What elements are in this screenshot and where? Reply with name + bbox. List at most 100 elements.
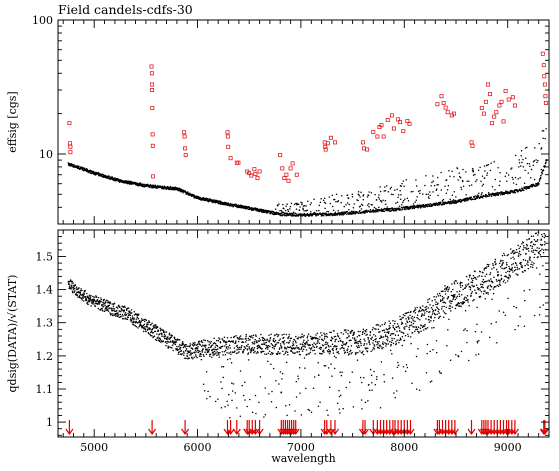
data-point [494,260,496,263]
data-point [235,335,237,337]
data-point [300,201,302,204]
data-point [403,185,405,188]
data-point [275,379,277,382]
data-point [263,342,265,344]
data-point [152,331,154,334]
data-point [111,314,114,317]
data-point [132,316,134,319]
data-point [404,312,406,315]
data-point [513,305,515,308]
data-point [281,378,283,380]
data-point [328,386,331,389]
data-point [94,305,97,308]
data-point [535,159,537,161]
data-point [467,298,469,301]
data-point [134,322,137,324]
data-point [357,344,360,347]
data-point [456,291,458,293]
data-point [451,170,453,173]
data-point [545,161,547,164]
data-point [277,205,279,207]
data-point [294,410,296,412]
data-point [313,376,316,378]
data-point [527,261,529,264]
data-point [401,335,404,338]
data-point [339,371,341,373]
data-point [207,390,209,393]
data-point [335,356,337,359]
data-point [486,174,488,177]
data-point [518,161,521,164]
data-point [489,289,491,291]
data-point [400,323,403,325]
data-point [311,343,314,346]
qdsig-axes-frame [57,229,550,438]
outlier-marker [391,126,396,131]
data-point [306,335,309,337]
data-point [519,245,522,248]
data-point [423,314,426,316]
data-point [306,353,308,356]
data-point [410,321,413,324]
data-point [295,213,298,215]
data-point [465,285,467,288]
data-point [347,333,349,335]
data-point [295,342,297,344]
data-point [258,337,261,340]
data-point [235,352,238,355]
data-point [407,316,409,318]
outlier-marker [249,173,254,178]
data-point [236,346,239,349]
data-point [178,339,181,341]
data-point [79,295,81,297]
data-point [262,337,265,339]
outlier-marker [322,140,327,145]
data-point [145,330,147,333]
data-point [518,159,520,161]
data-point [483,280,486,283]
data-point [409,324,411,327]
data-point [483,269,486,271]
data-point [299,392,301,394]
data-point [326,409,328,411]
data-point [427,307,429,309]
data-point [484,298,487,300]
data-point [449,175,451,178]
data-point [208,348,211,351]
data-point [297,377,300,380]
data-point [167,341,170,343]
data-point [488,336,491,339]
data-point [498,184,501,187]
data-point [143,320,146,323]
data-point [185,357,187,360]
data-point [529,256,532,259]
data-point [303,339,305,342]
data-point [236,407,238,409]
chart-title: Field candels-cdfs-30 [58,2,193,17]
data-point [272,367,275,370]
data-point [290,350,293,352]
data-point [533,160,536,162]
data-point [481,192,483,194]
data-point [357,342,359,345]
data-point [532,164,535,166]
data-point [340,394,342,396]
data-point [513,269,516,272]
data-point [321,334,323,336]
data-point [470,196,473,199]
data-point [542,130,545,132]
data-point [446,285,449,288]
data-point [489,284,492,287]
data-point [493,276,495,279]
data-point [186,345,188,347]
data-point [329,202,332,205]
data-point [475,292,478,295]
data-point [269,345,271,348]
data-point [490,285,493,288]
data-point [359,196,361,198]
data-point [440,189,443,191]
data-point [378,198,381,200]
data-point [399,209,401,211]
data-point [221,350,224,353]
data-point [203,339,205,341]
